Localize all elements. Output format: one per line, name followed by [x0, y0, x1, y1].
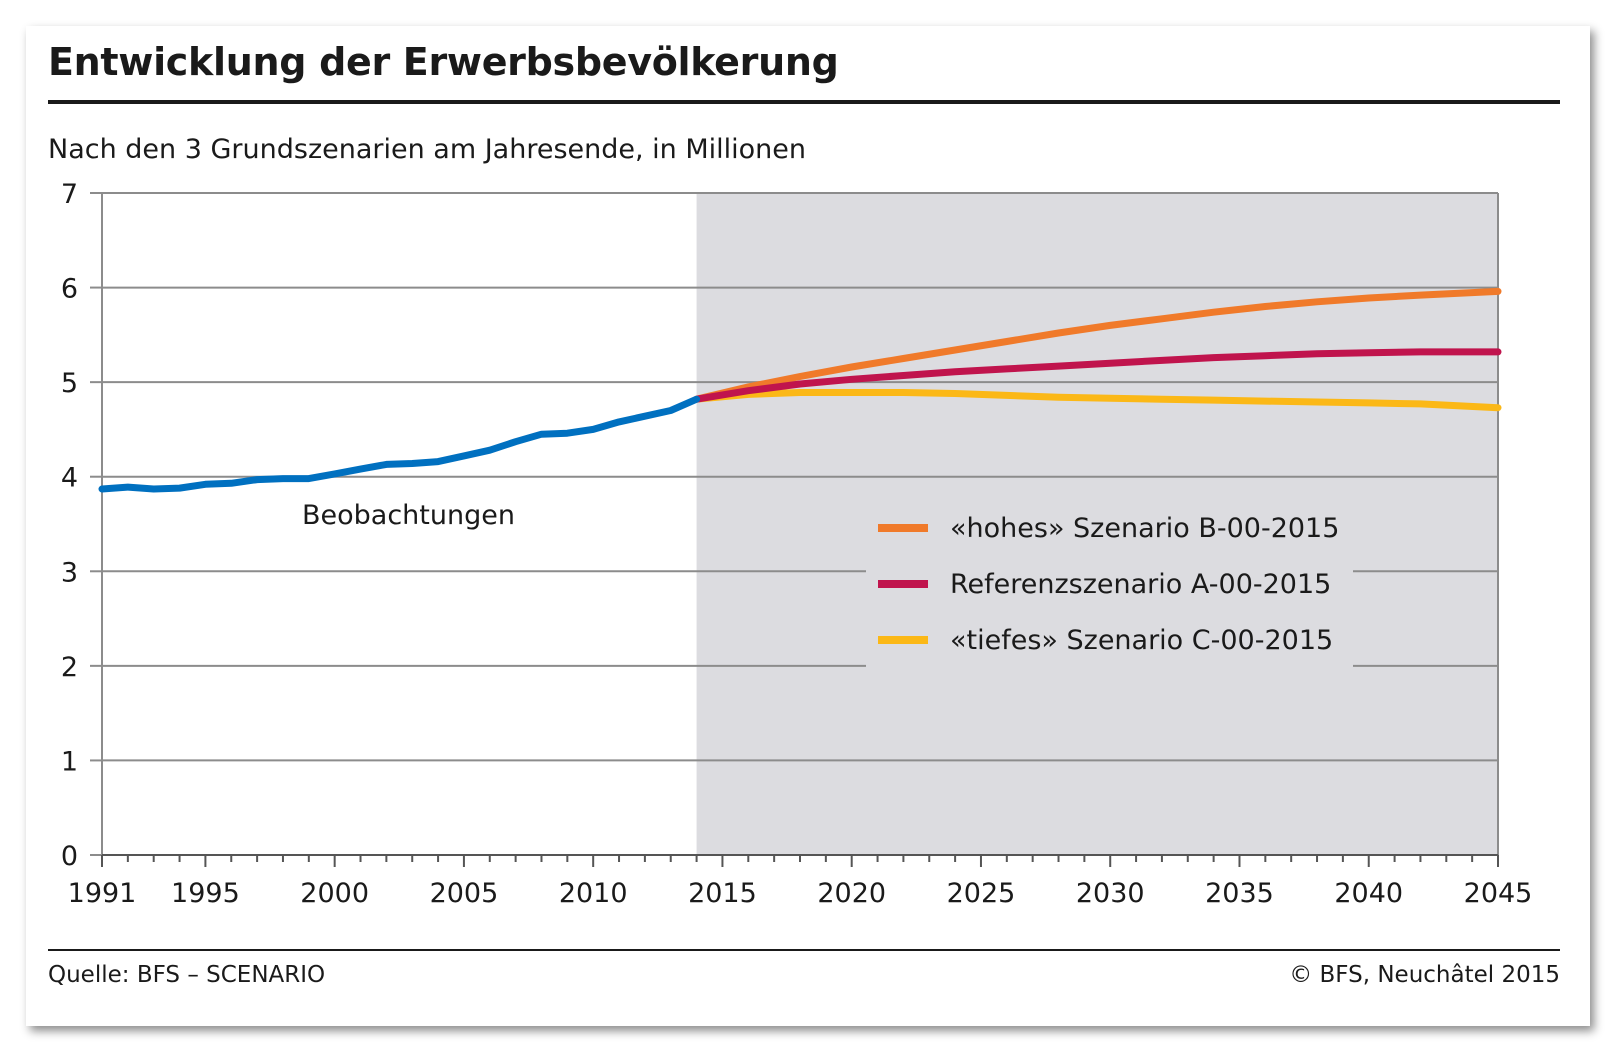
- legend-item-reference: Referenzszenario A-00-2015: [878, 556, 1339, 612]
- x-tick-label: 2040: [1334, 878, 1403, 909]
- legend: «hohes» Szenario B-00-2015 Referenzszena…: [866, 496, 1354, 672]
- x-tick-label: 1991: [68, 878, 137, 909]
- copyright-note: © BFS, Neuchâtel 2015: [1289, 962, 1560, 988]
- legend-swatch-low: [878, 636, 928, 644]
- title-rule: [48, 100, 1560, 104]
- series-line-low: [693, 389, 1502, 412]
- x-tick-label: 2030: [1076, 878, 1145, 909]
- x-tick-label: 2015: [688, 878, 757, 909]
- y-tick-label: 4: [61, 463, 78, 494]
- x-tick-label: 2000: [300, 878, 369, 909]
- footer-rule: [48, 949, 1560, 951]
- observations-label: Beobachtungen: [302, 500, 515, 531]
- chart-title: Entwicklung der Erwerbsbevölkerung: [48, 40, 839, 84]
- legend-swatch-high: [878, 524, 928, 532]
- legend-item-low: «tiefes» Szenario C-00-2015: [878, 612, 1339, 668]
- series-line-reference: [693, 348, 1502, 403]
- y-tick-label: 6: [61, 274, 78, 305]
- y-tick-label: 3: [61, 557, 78, 588]
- legend-label-high: «hohes» Szenario B-00-2015: [950, 512, 1340, 544]
- y-tick-label: 7: [61, 179, 78, 210]
- x-tick-label: 1995: [171, 878, 240, 909]
- chart-card: Entwicklung der Erwerbsbevölkerung Nach …: [26, 26, 1590, 1026]
- x-tick-label: 2020: [817, 878, 886, 909]
- line-chart: 0 1 2 3 4 5 6 7 1991 1995 2000 2005 2010 2015 2020 2025…: [61, 179, 1533, 909]
- x-tick-label: 2010: [559, 878, 628, 909]
- chart-subtitle: Nach den 3 Grundszenarien am Jahresende,…: [48, 134, 807, 165]
- series-line-high: [693, 287, 1502, 403]
- y-tick-label: 5: [61, 368, 78, 399]
- y-tick-label: 2: [61, 652, 78, 683]
- x-tick-label: 2005: [430, 878, 499, 909]
- source-note: Quelle: BFS – SCENARIO: [48, 962, 326, 988]
- y-tick-label: 0: [61, 841, 78, 872]
- x-tick-label: 2025: [947, 878, 1016, 909]
- legend-label-reference: Referenzszenario A-00-2015: [950, 568, 1332, 600]
- legend-label-low: «tiefes» Szenario C-00-2015: [950, 624, 1334, 656]
- series-line-observed: [98, 395, 701, 493]
- x-tick-label: 2045: [1464, 878, 1533, 909]
- legend-swatch-reference: [878, 580, 928, 588]
- legend-item-high: «hohes» Szenario B-00-2015: [878, 500, 1339, 556]
- x-tick-label: 2035: [1205, 878, 1274, 909]
- y-tick-label: 1: [61, 746, 78, 777]
